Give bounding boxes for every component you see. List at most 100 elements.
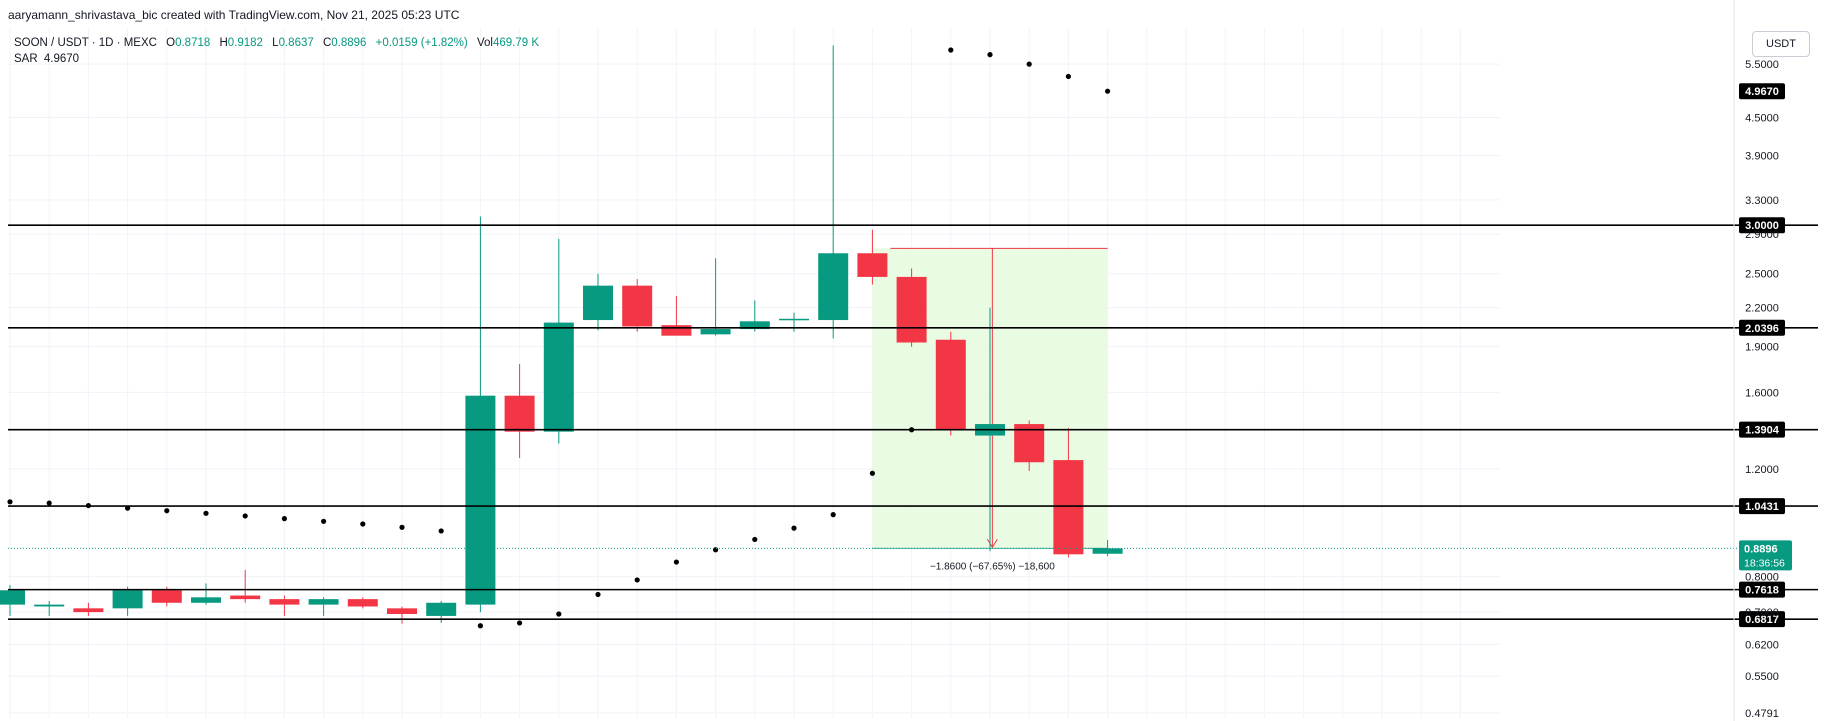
level-tag (1739, 421, 1785, 438)
level-tag-label: 2.0396 (1745, 323, 1779, 335)
sar-label: SAR (14, 53, 38, 65)
attribution-text: aaryamann_shrivastava_bic created with T… (8, 8, 460, 22)
sar-dot (321, 518, 327, 524)
close-label: C (322, 37, 332, 49)
candle-down (151, 590, 182, 603)
candle-up (191, 597, 221, 603)
y-tick-label: 1.6000 (1745, 387, 1779, 399)
level-tag (1739, 611, 1785, 628)
sar-row[interactable]: SAR 4.9670 (14, 51, 539, 67)
sar-dot (438, 528, 444, 534)
candle-down (230, 595, 261, 600)
measure-arrow-head (986, 539, 998, 549)
sar-dot (634, 577, 640, 583)
y-tick-label: 5.5000 (1745, 59, 1779, 71)
high-label: H (219, 37, 228, 49)
sar-dot (1065, 73, 1071, 80)
y-tick-label: 0.8000 (1745, 572, 1779, 584)
candle-down (504, 395, 535, 432)
y-tick-label: 0.6200 (1745, 639, 1779, 651)
candle-up (308, 599, 339, 605)
grid (8, 28, 1500, 718)
open-label: O (166, 37, 176, 49)
level-tag-label: 0.7618 (1745, 585, 1779, 597)
sar-dot (242, 513, 248, 519)
candle-up (112, 590, 143, 609)
level-tag (1739, 498, 1785, 515)
bar-countdown-label: 18:36:56 (1744, 557, 1785, 569)
y-tick-label: 0.5500 (1745, 671, 1779, 683)
horizontal-levels: 3.0000 2.0396 1.3904 1.0431 0.7618 0.6817 (8, 217, 1818, 628)
candlestick-series (0, 45, 1123, 624)
sar-dot (948, 47, 954, 53)
symbol-label[interactable]: SOON / USDT · 1D · MEXC (14, 37, 157, 49)
candle-up (426, 602, 457, 616)
candle-down (269, 599, 300, 605)
y-tick-label: 2.9000 (1745, 229, 1779, 241)
candle-up (779, 318, 809, 321)
candle-down (347, 599, 378, 607)
level-tag-label: 3.0000 (1745, 220, 1779, 232)
open-value: 0.8718 (175, 37, 211, 49)
candle-down (73, 608, 104, 613)
level-tag (1739, 319, 1785, 336)
candle-up (739, 321, 770, 330)
candle-up (818, 253, 849, 321)
candle-down (622, 285, 653, 327)
sar-dot (360, 521, 366, 527)
y-tick-label: 1.2000 (1745, 464, 1779, 476)
y-tick-label: 0.4791 (1745, 708, 1779, 720)
candle-down (1053, 460, 1084, 555)
currency-button[interactable]: USDT (1752, 31, 1810, 57)
candle-down (661, 325, 692, 336)
sar-dot (46, 500, 52, 506)
level-tag-label: 1.0431 (1745, 501, 1779, 513)
candle-down (935, 339, 966, 430)
candle-down (896, 276, 927, 343)
sar-dot (987, 52, 993, 58)
sar-dot (281, 516, 287, 522)
candle-up (543, 322, 574, 432)
chart-legend: SOON / USDT · 1D · MEXC O0.8718 H0.9182 … (14, 35, 539, 67)
sar-price-tag (1739, 83, 1785, 100)
close-value: 0.8896 (331, 37, 367, 49)
y-tick-label: 4.5000 (1745, 112, 1779, 124)
volume-label: Vol (476, 37, 493, 49)
sar-dot (477, 623, 483, 629)
sar-dot (164, 508, 170, 514)
sar-dot (752, 536, 758, 543)
level-tag (1739, 581, 1785, 598)
change-value: +0.0159 (+1.82%) (375, 37, 468, 49)
candle-up (0, 590, 25, 605)
sar-dot (203, 510, 209, 516)
current-price-tag (1739, 540, 1792, 571)
sar-dot (1026, 61, 1032, 67)
low-label: L (272, 37, 279, 49)
y-tick-label: 3.3000 (1745, 195, 1779, 207)
price-axis: 5.5000 4.5000 3.9000 3.3000 2.9000 2.5000 2.20… (1733, 0, 1792, 721)
sar-dot (869, 470, 876, 476)
sar-dot (399, 524, 405, 530)
sar-dot (830, 512, 836, 518)
sar-dot (1105, 88, 1111, 94)
sar-dot (517, 620, 523, 626)
ohlc-row: SOON / USDT · 1D · MEXC O0.8718 H0.9182 … (14, 35, 539, 51)
y-tick-label: 0.7000 (1745, 607, 1779, 619)
y-tick-label: 3.9000 (1745, 150, 1779, 162)
candle-down (387, 608, 417, 615)
candle-up (34, 604, 65, 607)
high-value: 0.9182 (227, 37, 263, 49)
low-value: 0.8637 (278, 37, 314, 49)
level-tag (1739, 217, 1785, 234)
candle-down (857, 253, 888, 277)
candle-up (465, 395, 496, 605)
candle-up (1092, 548, 1123, 554)
y-tick-label: 1.9000 (1745, 342, 1779, 354)
level-tag-label: 1.3904 (1745, 425, 1780, 437)
level-tag-label: 0.6817 (1745, 614, 1779, 626)
sar-price-tag-label: 4.9670 (1745, 86, 1779, 98)
sar-value: 4.9670 (43, 53, 80, 65)
measure-label: −1.8600 (−67.65%) −18,600 (930, 561, 1055, 572)
current-price-label: 0.8896 (1744, 543, 1778, 555)
